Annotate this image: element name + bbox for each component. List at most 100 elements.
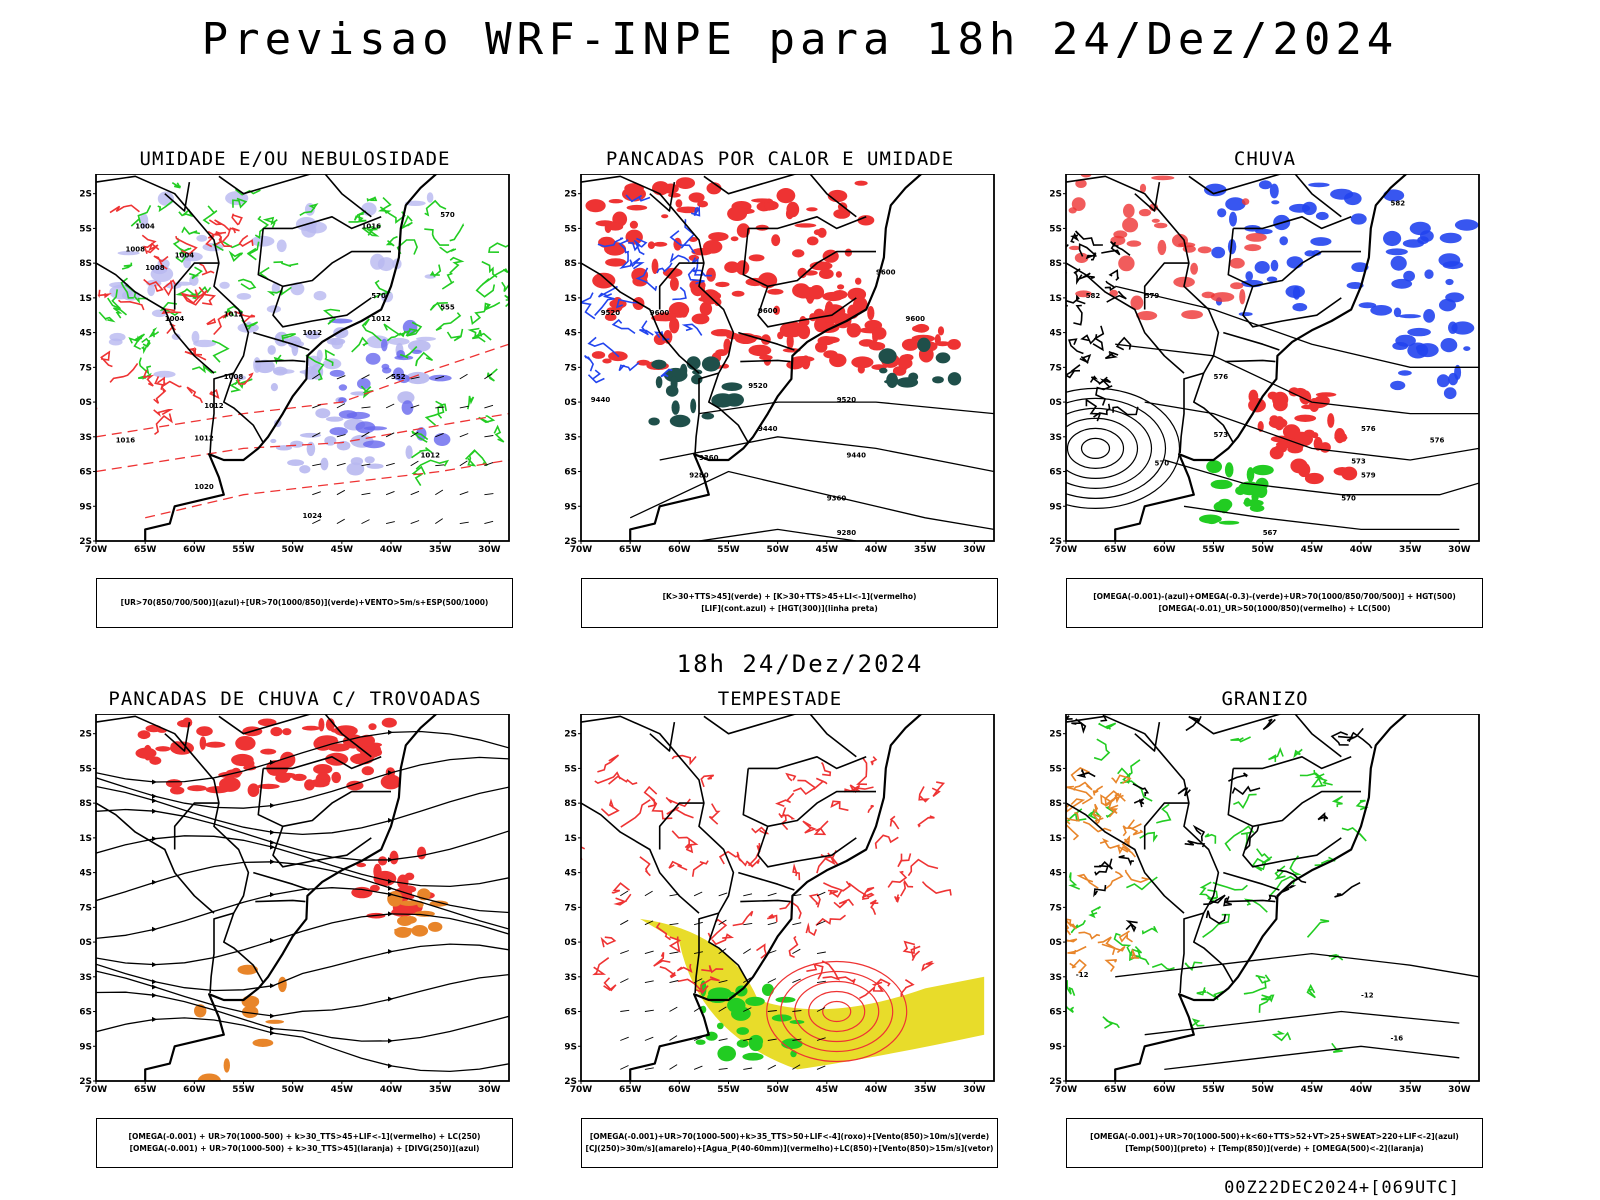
omega-blue-area: [1254, 261, 1270, 274]
hgt500-contour: [1115, 285, 1479, 368]
lat-tick-label: 24S: [1050, 329, 1062, 339]
wind-vector: [435, 518, 443, 524]
hgt500-contour: [1106, 290, 1127, 303]
instability-red-area: [833, 209, 851, 219]
humidity-green-contour: [120, 277, 134, 299]
humidity-green-contour: [449, 222, 465, 242]
rain-red-area: [1113, 230, 1128, 239]
forecast-panel-6: GRANIZO -12 -12 -16 12S 15S 18S 21S 24S 27S 30S 33S…: [1050, 688, 1483, 1168]
humidity-blue-area: [299, 465, 311, 474]
rain-red-area: [1069, 245, 1081, 251]
wind-vector: [669, 1064, 678, 1070]
omega-blue-area: [1392, 342, 1409, 350]
wind-vector: [693, 1065, 703, 1070]
lat-tick-label: 33S: [1050, 433, 1062, 443]
low-pressure-contour: [822, 1000, 852, 1023]
streamline-arrow: [388, 911, 393, 917]
border-line: [257, 228, 391, 288]
instability-red-area: [675, 177, 695, 189]
instability-red-area: [748, 344, 772, 357]
temp500-contour: [1262, 718, 1276, 731]
streamline: [96, 861, 509, 914]
temp850-green-contour: [1113, 932, 1132, 948]
omega-blue-area: [1258, 180, 1272, 190]
omega-orange-area: [1124, 869, 1151, 883]
border-line: [1143, 802, 1189, 850]
instability-green-area: [947, 372, 962, 386]
legend-line: [OMEGA(-0.01)_UR>50(1000/850)(vermelho) …: [1158, 604, 1391, 613]
storm-orange-area: [428, 921, 443, 932]
border-line: [694, 912, 719, 994]
streamline-arrow: [388, 996, 393, 1002]
rain-red-area: [1313, 436, 1323, 451]
omega-blue-area: [1270, 259, 1279, 272]
instability-green-area: [932, 376, 944, 384]
water-red-contour: [897, 853, 912, 868]
humidity-green-contour: [121, 262, 133, 270]
storm-orange-area: [242, 1005, 259, 1019]
rain-red-area: [1245, 233, 1267, 242]
storm-red-area: [380, 774, 401, 790]
wind850-green-area: [748, 1034, 764, 1048]
rain-green-area: [1252, 464, 1274, 476]
legend-line: [OMEGA(-0.001)-(azul)+OMEGA(-0.3)-(verde…: [1093, 592, 1456, 601]
instability-green-area: [886, 372, 898, 388]
lat-tick-label: 18S: [565, 259, 577, 269]
temp500-contour: [1231, 785, 1261, 796]
instability-red-area: [669, 276, 679, 291]
lif-blue-contour: [629, 257, 645, 270]
panel-legend: [OMEGA(-0.001)-(azul)+OMEGA(-0.3)-(verde…: [1066, 578, 1483, 628]
humidity-green-contour: [322, 308, 341, 325]
lon-tick-label: 45W: [816, 1085, 839, 1095]
omega-blue-area: [1454, 219, 1479, 231]
border-line: [1179, 912, 1204, 994]
wind-vector: [816, 1065, 826, 1070]
instability-red-area: [797, 267, 808, 279]
humidity-green-contour: [360, 385, 374, 399]
border-line: [1242, 286, 1342, 328]
omega-blue-area: [1292, 303, 1308, 312]
border-line: [1066, 175, 1234, 443]
hgt500-contour: [1073, 304, 1083, 326]
hgt500-contour: [1089, 375, 1101, 385]
lon-tick-label: 70W: [85, 545, 108, 555]
forecast-panel-1: UMIDADE E/OU NEBULOSIDADE 1004 1008 1004 100…: [80, 148, 513, 628]
border-line: [96, 175, 264, 443]
lat-tick-label: 27S: [1050, 363, 1062, 373]
omega-orange-area: [1111, 774, 1132, 785]
thickness-red-contour: [118, 299, 145, 311]
wind-vector: [644, 1036, 654, 1041]
omega-blue-area: [1346, 282, 1364, 289]
humidity-high-area: [329, 427, 348, 436]
lat-tick-label: 42S: [565, 1077, 577, 1087]
humidity-high-area: [357, 378, 371, 390]
storm-red-area: [235, 736, 256, 751]
humidity-green-contour: [246, 241, 260, 261]
water-red-contour: [887, 870, 908, 888]
temp500-contour: [1334, 881, 1361, 898]
omega-blue-area: [1310, 237, 1332, 246]
border-line: [255, 899, 306, 903]
wind-vector: [410, 520, 420, 525]
wind-vector: [816, 980, 826, 984]
border-line: [173, 262, 219, 310]
water-red-contour: [918, 786, 930, 803]
forecast-panel-2: PANCADAS POR CALOR E UMIDADE 9600 9520 9600…: [565, 148, 998, 628]
rain-red-area: [1239, 289, 1246, 305]
wind-vector: [410, 460, 419, 467]
wind-vector: [312, 404, 321, 409]
humidity-blue-area: [366, 463, 384, 469]
instability-red-area: [608, 199, 624, 204]
temp850-green-contour: [1212, 881, 1248, 891]
streamline-arrow: [270, 840, 275, 846]
lon-tick-label: 50W: [1251, 1085, 1274, 1095]
lon-tick-label: 40W: [1350, 1085, 1373, 1095]
omega-orange-area: [1104, 959, 1117, 972]
humidity-blue-area: [304, 221, 327, 234]
instability-red-area: [585, 199, 606, 213]
lat-tick-label: 12S: [80, 190, 92, 200]
lif-blue-contour: [618, 362, 640, 372]
humidity-blue-area: [109, 332, 126, 342]
wind850-green-area: [736, 1027, 749, 1035]
omega-blue-area: [1383, 189, 1405, 202]
